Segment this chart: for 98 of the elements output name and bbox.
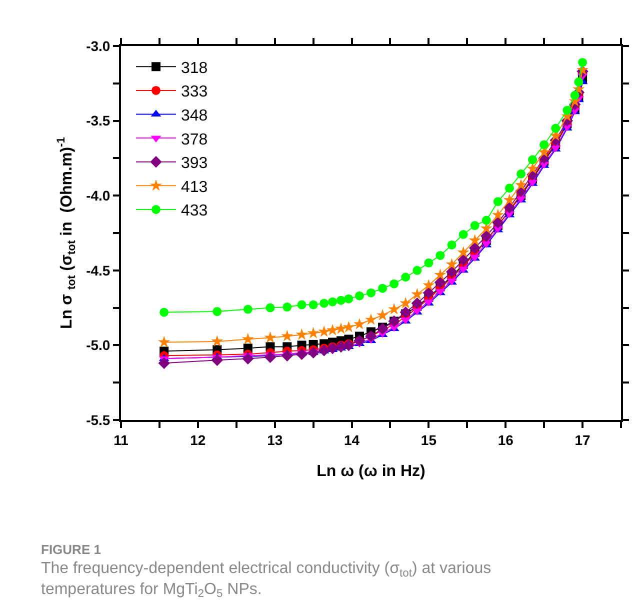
point (400, 297, 412, 308)
point (376, 322, 388, 335)
point (297, 300, 306, 310)
y-tick-label: -4.5 (86, 262, 110, 278)
point (493, 197, 502, 206)
point (390, 279, 399, 288)
legend-label: 333 (181, 84, 208, 101)
y-tick-label: -4.0 (86, 188, 110, 204)
point (504, 184, 514, 193)
x-tick-label: 14 (344, 432, 360, 448)
caption: FIGURE 1 (41, 542, 101, 557)
point (282, 302, 292, 312)
x-tick-label: 15 (420, 432, 437, 448)
point (504, 202, 516, 214)
point (528, 155, 538, 164)
point (211, 354, 223, 366)
legend-label: 393 (181, 155, 208, 172)
point (516, 169, 526, 178)
point (326, 324, 339, 336)
point (354, 291, 364, 300)
y-tick-label: -3.5 (86, 112, 110, 129)
point (480, 230, 492, 242)
point (503, 194, 516, 206)
point (307, 326, 320, 338)
point (446, 266, 458, 278)
point (401, 272, 410, 282)
point (296, 348, 308, 360)
point (492, 208, 504, 220)
point (243, 304, 252, 314)
point (447, 240, 456, 250)
point (158, 336, 170, 348)
x-tick-label: 16 (498, 432, 514, 448)
point (424, 258, 434, 268)
point (540, 140, 549, 150)
point (422, 286, 435, 299)
point (308, 300, 318, 310)
point (378, 284, 388, 293)
x-tick-label: 13 (267, 432, 283, 448)
point (412, 266, 422, 275)
point (446, 258, 458, 270)
point (436, 250, 445, 260)
point (422, 279, 435, 290)
point (434, 276, 446, 288)
legend-label: 318 (181, 60, 208, 77)
point (344, 294, 354, 304)
point (411, 297, 423, 310)
point (158, 357, 170, 369)
point (242, 332, 254, 344)
x-tick-label: 12 (190, 432, 206, 448)
legend-label: 433 (181, 202, 208, 220)
point (281, 330, 294, 342)
point (212, 307, 222, 316)
point (492, 216, 504, 228)
point (551, 124, 560, 133)
point (353, 318, 366, 330)
point (365, 313, 377, 325)
y-tick-label: -5.0 (86, 337, 110, 354)
legend-label: 378 (181, 131, 208, 148)
point (457, 246, 470, 258)
point (281, 350, 293, 362)
y-tick-label: -3.0 (86, 38, 110, 54)
point (469, 242, 481, 254)
point (336, 296, 346, 305)
point (296, 328, 308, 340)
legend-label: 348 (181, 107, 208, 124)
point (458, 230, 468, 239)
point (342, 320, 355, 332)
point (457, 254, 470, 266)
x-axis-title: Ln ω (ω in Hz) (316, 463, 426, 480)
point (335, 322, 347, 334)
point (307, 346, 320, 359)
legend-label: 413 (181, 178, 208, 196)
point (264, 351, 276, 364)
point (242, 352, 254, 365)
point (320, 298, 329, 308)
y-tick-label: -5.5 (86, 412, 110, 428)
x-tick-label: 11 (114, 432, 129, 448)
point (264, 331, 276, 343)
point (318, 325, 330, 337)
point (328, 297, 338, 306)
text: The frequency-dependent electrical conductivity (σ$_{tot}$) at various temperatures for MgTi$_{2}$O$_{5}$ NPs. (41, 560, 492, 600)
point (562, 106, 572, 115)
point (366, 288, 376, 298)
point (570, 90, 580, 100)
point (515, 178, 527, 190)
point (468, 234, 481, 246)
point (211, 335, 224, 347)
point (266, 303, 275, 312)
x-tick-label: 17 (574, 432, 591, 448)
point (434, 268, 446, 280)
point (482, 216, 491, 225)
point (574, 77, 584, 86)
point (578, 58, 588, 67)
point (388, 303, 400, 314)
point (160, 308, 169, 317)
point (411, 288, 424, 300)
point (376, 308, 389, 320)
point (470, 221, 480, 230)
